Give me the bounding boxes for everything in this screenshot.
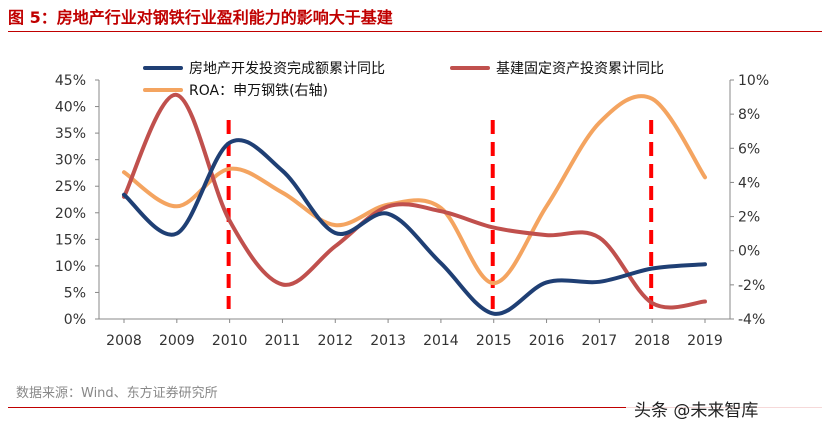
right-tick-label: 4% (738, 175, 760, 191)
x-tick-label: 2017 (582, 333, 618, 349)
source-note: 数据来源：Wind、东方证券研究所 (16, 386, 218, 401)
x-tick-label: 2011 (265, 333, 301, 349)
x-tick-label: 2014 (423, 333, 459, 349)
title-divider (8, 31, 822, 32)
left-tick-label: 20% (55, 206, 86, 222)
x-tick-label: 2016 (529, 333, 565, 349)
series-real-estate-line (122, 138, 707, 316)
x-tick-label: 2010 (212, 333, 248, 349)
legend-label-2: ROA：申万钢铁(右轴) (189, 83, 328, 99)
series-roa-line (122, 94, 707, 286)
left-tick-label: 30% (55, 153, 86, 169)
left-tick-label: 15% (55, 232, 86, 248)
axes: 0% 5% 10% 15% 20% 25% 30% 35% 40% 45% -4% -2% 0% 2% 4%… (55, 73, 769, 349)
right-tick-label: 2% (738, 210, 760, 226)
right-tick-label: -4% (738, 312, 765, 328)
x-tick-label: 2019 (687, 333, 723, 349)
left-tick-label: 35% (55, 126, 86, 142)
x-tick-label: 2018 (634, 333, 670, 349)
x-tick-label: 2009 (159, 333, 195, 349)
left-tick-label: 45% (55, 73, 86, 89)
chart: 0% 5% 10% 15% 20% 25% 30% 35% 40% 45% -4% -2% 0% 2% 4%… (0, 40, 830, 360)
legend: 房地产开发投资完成额累计同比 基建固定资产投资累计同比 ROA：申万钢铁(右轴) (143, 60, 664, 99)
x-tick-label: 2015 (476, 333, 512, 349)
left-tick-label: 5% (64, 285, 86, 301)
x-tick-label: 2013 (370, 333, 406, 349)
left-tick-label: 0% (64, 312, 86, 328)
bottom-divider (8, 407, 822, 408)
right-tick-label: 8% (738, 107, 760, 123)
left-tick-label: 25% (55, 179, 86, 195)
right-tick-label: 6% (738, 141, 760, 157)
legend-label-0: 房地产开发投资完成额累计同比 (189, 61, 385, 77)
right-tick-label: 10% (738, 73, 769, 89)
series-infrastructure-line (122, 92, 707, 310)
x-tick-label: 2012 (317, 333, 353, 349)
right-tick-label: 0% (738, 244, 760, 260)
chart-svg: 0% 5% 10% 15% 20% 25% 30% 35% 40% 45% -4% -2% 0% 2% 4%… (55, 60, 769, 349)
series-lines (122, 92, 707, 316)
watermark: 头条 @未来智库 (626, 396, 826, 426)
x-tick-label: 2008 (106, 333, 142, 349)
legend-label-1: 基建固定资产投资累计同比 (496, 60, 664, 77)
left-tick-label: 40% (55, 100, 86, 116)
left-tick-label: 10% (55, 259, 86, 275)
figure-title: 图 5：房地产行业对钢铁行业盈利能力的影响大于基建 (8, 8, 393, 27)
right-tick-label: -2% (738, 278, 765, 294)
